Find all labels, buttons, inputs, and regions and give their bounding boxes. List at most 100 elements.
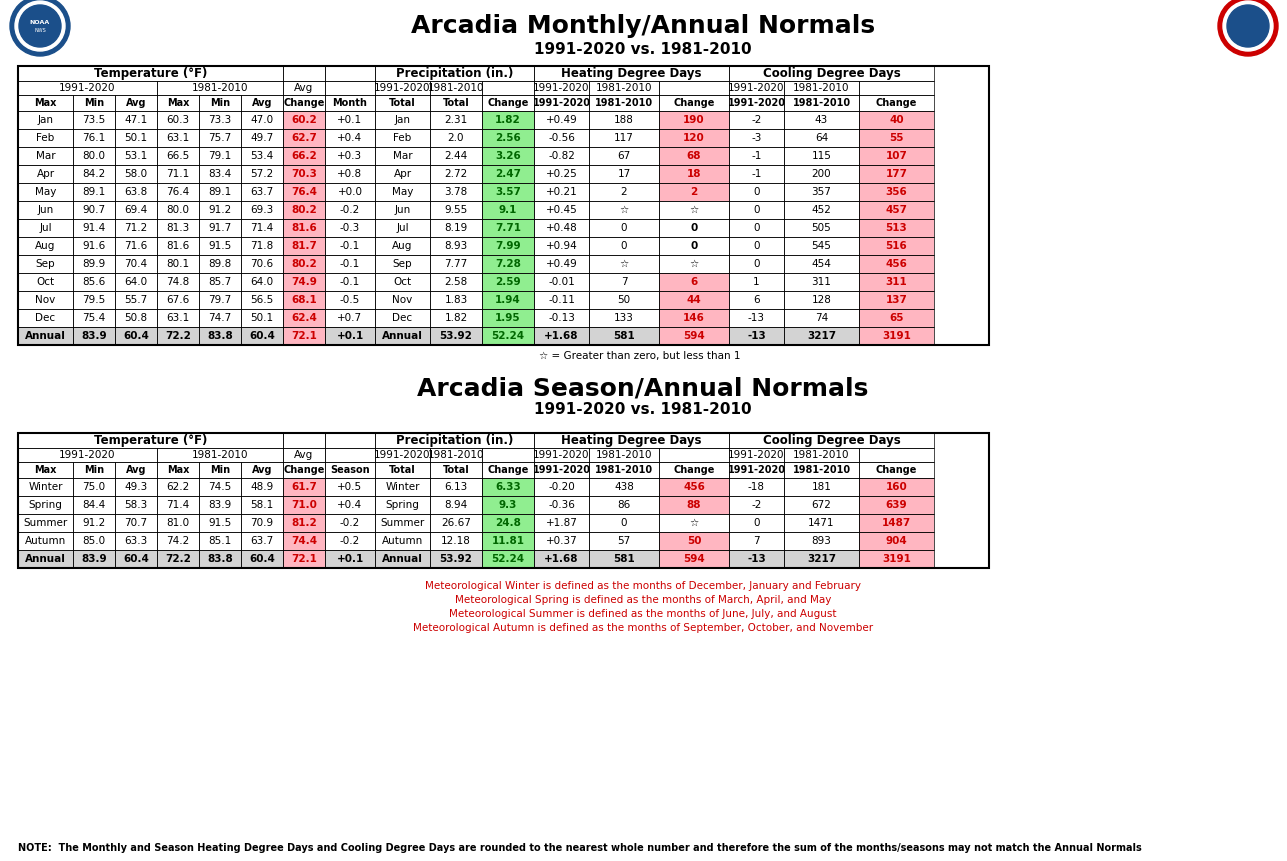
Bar [589, 514, 659, 532]
Bar [659, 514, 728, 532]
Bar [858, 201, 934, 219]
Text: 120: 120 [683, 133, 705, 143]
Text: 117: 117 [614, 133, 634, 143]
Text: 8.94: 8.94 [444, 500, 467, 510]
Bar [534, 255, 589, 273]
Bar [157, 183, 199, 201]
Text: 1.94: 1.94 [495, 295, 521, 305]
Bar [18, 273, 73, 291]
Text: 71.6: 71.6 [125, 241, 148, 251]
Bar [534, 95, 589, 111]
Bar [241, 255, 283, 273]
Text: 79.1: 79.1 [208, 151, 232, 161]
Bar [659, 219, 728, 237]
Bar [199, 129, 241, 147]
Text: 88: 88 [687, 500, 701, 510]
Bar [375, 111, 430, 129]
Text: +0.5: +0.5 [337, 482, 363, 492]
Bar [534, 111, 589, 129]
Text: 50: 50 [687, 536, 701, 546]
Bar [241, 147, 283, 165]
Bar [858, 496, 934, 514]
Bar [326, 95, 375, 111]
Bar [157, 532, 199, 550]
Text: 9.1: 9.1 [499, 205, 517, 215]
Bar [430, 201, 483, 219]
Bar [73, 478, 115, 496]
Bar [430, 550, 483, 568]
Bar [375, 550, 430, 568]
Bar [241, 291, 283, 309]
Bar [784, 309, 858, 327]
Bar [326, 550, 375, 568]
Bar [115, 273, 157, 291]
Bar [283, 448, 326, 462]
Bar [534, 291, 589, 309]
Circle shape [1218, 0, 1278, 56]
Bar [283, 129, 326, 147]
Text: Avg: Avg [252, 98, 273, 108]
Bar [430, 111, 483, 129]
Text: 62.7: 62.7 [291, 133, 317, 143]
Bar [483, 165, 534, 183]
Bar [430, 532, 483, 550]
Bar [241, 462, 283, 478]
Bar [241, 514, 283, 532]
Text: Change: Change [283, 98, 324, 108]
Bar [199, 165, 241, 183]
Bar [784, 111, 858, 129]
Text: 60.2: 60.2 [291, 115, 317, 125]
Bar [326, 532, 375, 550]
Bar [326, 309, 375, 327]
Bar [728, 448, 784, 462]
Bar [326, 95, 375, 111]
Bar [728, 147, 784, 165]
Bar [283, 514, 326, 532]
Bar [430, 327, 483, 345]
Bar [18, 291, 73, 309]
Bar [430, 478, 483, 496]
Bar [430, 478, 483, 496]
Bar [784, 273, 858, 291]
Bar [199, 237, 241, 255]
Bar [784, 291, 858, 309]
Text: Annual: Annual [24, 331, 66, 341]
Bar [375, 237, 430, 255]
Bar [659, 81, 728, 95]
Bar [241, 550, 283, 568]
Text: 71.8: 71.8 [251, 241, 274, 251]
Bar [115, 309, 157, 327]
Bar [375, 532, 430, 550]
Bar [430, 496, 483, 514]
Text: 8.19: 8.19 [444, 223, 467, 233]
Text: 65: 65 [889, 313, 903, 323]
Text: 58.0: 58.0 [125, 169, 148, 179]
Bar [241, 129, 283, 147]
Bar [18, 66, 988, 345]
Text: 73.3: 73.3 [208, 115, 232, 125]
Bar [241, 478, 283, 496]
Text: 64.0: 64.0 [251, 277, 274, 287]
Bar [659, 550, 728, 568]
Text: ☆: ☆ [690, 205, 699, 215]
Bar [483, 478, 534, 496]
Bar [157, 81, 283, 95]
Bar [728, 81, 784, 95]
Bar [728, 514, 784, 532]
Text: 1991-2020: 1991-2020 [375, 450, 431, 460]
Bar [115, 291, 157, 309]
Bar [858, 219, 934, 237]
Text: -0.01: -0.01 [548, 277, 575, 287]
Text: 83.9: 83.9 [81, 331, 107, 341]
Bar [18, 327, 73, 345]
Bar [241, 237, 283, 255]
Bar [589, 201, 659, 219]
Bar [858, 273, 934, 291]
Bar [534, 66, 728, 81]
Bar [728, 462, 784, 478]
Text: 74.4: 74.4 [291, 536, 317, 546]
Bar [483, 514, 534, 532]
Text: 12.18: 12.18 [441, 536, 471, 546]
Bar [73, 129, 115, 147]
Bar [73, 255, 115, 273]
